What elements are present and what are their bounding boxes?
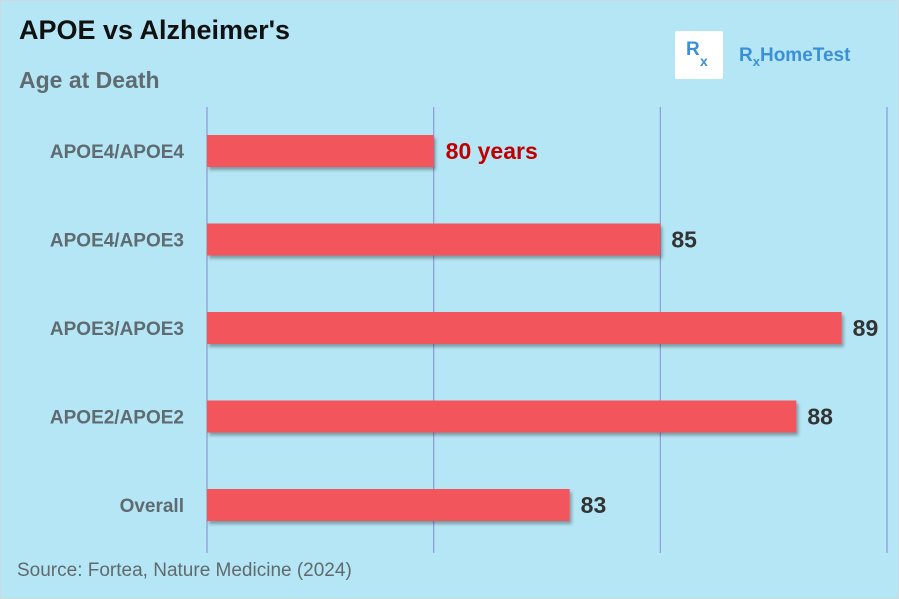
chart-title: APOE vs Alzheimer's [19, 15, 291, 45]
value-label-2: 89 [853, 315, 879, 341]
value-label-1: 85 [671, 227, 697, 253]
bar-0 [207, 135, 434, 167]
rx-hometest-logo: R x RxHomeTest [675, 31, 875, 79]
value-label-4: 83 [581, 492, 607, 518]
category-label-0: APOE4/APOE4 [50, 142, 185, 163]
chart-subtitle: Age at Death [19, 67, 160, 93]
logo-wordmark-rest: HomeTest [759, 45, 851, 66]
category-label-2: APOE3/APOE3 [50, 319, 184, 340]
category-label-1: APOE4/APOE3 [50, 231, 184, 252]
logo-wordmark: RxHomeTest [739, 45, 850, 69]
rx-logo-icon: R x [675, 31, 723, 79]
bar-1 [207, 223, 661, 256]
logo-icon-letter: R [686, 39, 700, 60]
category-label-3: APOE2/APOE2 [50, 408, 184, 429]
logo-wordmark-sub: x [752, 54, 760, 69]
value-label-0: 80 years [446, 138, 538, 164]
logo-icon-subscript: x [700, 53, 708, 69]
labels: APOE4/APOE4 80 years APOE4/APOE3 85 APOE3/AP… [50, 138, 878, 518]
category-label-4: Overall [120, 496, 184, 517]
bar-2 [207, 312, 842, 344]
value-label-3: 88 [807, 404, 833, 430]
logo-wordmark-r: R [739, 45, 753, 66]
source-note: Source: Fortea, Nature Medicine (2024) [17, 560, 352, 581]
bar-3 [207, 400, 797, 433]
bar-4 [207, 489, 570, 521]
bars [207, 135, 842, 521]
